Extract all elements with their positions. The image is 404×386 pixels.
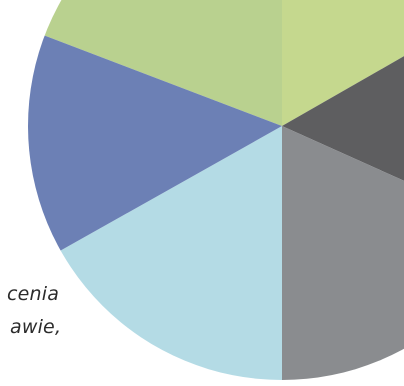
segment-top-right <box>282 0 404 126</box>
wheel-segments <box>28 0 404 380</box>
segment-right-dark <box>282 47 404 188</box>
cut-off-text-line-1: cenia <box>7 283 60 305</box>
segment-bottom-right-gray <box>282 126 404 380</box>
segment-left-blue <box>28 0 282 252</box>
segment-top-left <box>30 0 282 126</box>
cut-off-text-line-2: awie, <box>10 316 62 338</box>
